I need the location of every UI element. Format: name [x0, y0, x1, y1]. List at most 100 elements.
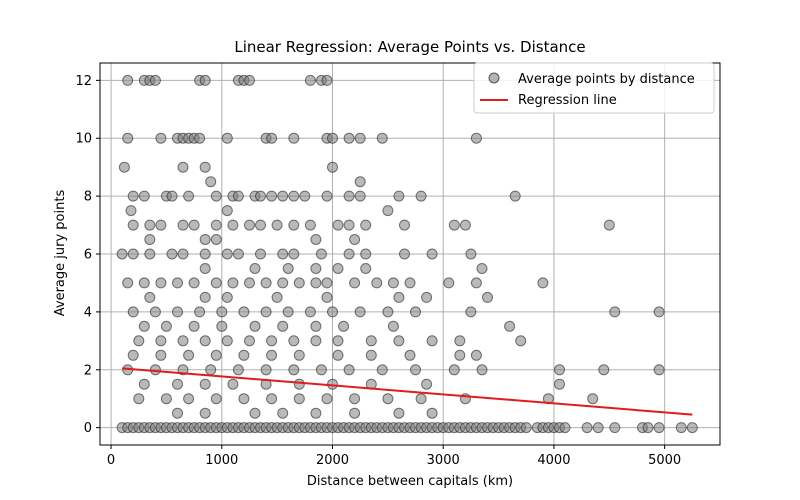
data-point	[238, 349, 250, 361]
data-point	[122, 132, 134, 144]
data-point	[310, 277, 322, 289]
legend-frame	[473, 62, 715, 114]
data-point	[172, 306, 183, 318]
data-point	[653, 364, 665, 376]
data-point	[210, 277, 222, 289]
data-point	[310, 335, 322, 347]
data-point	[592, 422, 604, 434]
data-point	[332, 349, 344, 361]
data-point	[260, 306, 272, 318]
data-point	[149, 306, 161, 318]
data-point	[144, 219, 156, 231]
x-tick-label: 4000	[537, 453, 570, 468]
data-point	[249, 407, 261, 419]
data-point	[127, 349, 139, 361]
data-point	[360, 263, 372, 274]
data-point	[482, 291, 493, 303]
data-point	[338, 320, 350, 332]
data-point	[238, 306, 250, 318]
data-point	[266, 393, 278, 405]
data-point	[255, 248, 266, 260]
data-point	[354, 190, 366, 202]
data-point	[144, 248, 156, 260]
data-point	[122, 74, 134, 86]
data-point	[376, 132, 388, 144]
data-point	[266, 335, 278, 347]
data-point	[315, 364, 327, 376]
x-tick-label: 0	[107, 453, 115, 468]
data-point	[232, 364, 244, 376]
data-point	[210, 234, 222, 245]
y-tick-label: 10	[75, 132, 92, 147]
data-point	[399, 219, 410, 231]
data-point	[144, 234, 156, 245]
data-point	[387, 320, 399, 332]
data-point	[554, 378, 565, 390]
legend-marker-points	[488, 72, 500, 84]
data-point	[166, 248, 178, 260]
data-point	[210, 219, 222, 231]
data-point	[122, 277, 134, 289]
data-point	[304, 74, 316, 86]
data-point	[454, 335, 466, 347]
data-point	[255, 219, 266, 231]
data-point	[127, 248, 139, 260]
data-point	[443, 277, 455, 289]
data-point	[160, 393, 172, 405]
data-point	[354, 306, 366, 318]
data-point	[304, 219, 316, 231]
x-axis-label: Distance between capitals (km)	[307, 474, 513, 489]
data-point	[426, 335, 438, 347]
data-point	[321, 74, 333, 86]
data-point	[199, 161, 211, 173]
data-point	[321, 393, 333, 405]
data-point	[393, 190, 405, 202]
data-point	[288, 364, 300, 376]
data-point	[598, 364, 610, 376]
data-point	[183, 349, 195, 361]
data-point	[210, 190, 222, 202]
data-point	[249, 320, 261, 332]
data-point	[266, 132, 278, 144]
data-point	[221, 248, 233, 260]
chart-title: Linear Regression: Average Points vs. Di…	[234, 38, 585, 56]
data-point	[360, 219, 372, 231]
data-point	[332, 263, 344, 274]
data-point	[310, 320, 322, 332]
data-point	[221, 132, 233, 144]
data-point	[470, 277, 482, 289]
data-point	[371, 277, 383, 289]
data-point	[210, 349, 222, 361]
data-point	[227, 378, 239, 390]
data-point	[288, 335, 300, 347]
data-point	[293, 378, 305, 390]
data-point	[686, 422, 698, 434]
data-point	[470, 349, 482, 361]
data-point	[365, 335, 377, 347]
y-tick-label: 8	[84, 190, 92, 205]
legend-label-line: Regression line	[518, 93, 617, 108]
data-point	[349, 407, 361, 419]
data-point	[138, 320, 150, 332]
data-point	[354, 176, 366, 188]
data-point	[127, 190, 139, 202]
data-point	[360, 248, 372, 260]
x-tick-label: 3000	[427, 453, 460, 468]
data-point	[321, 291, 333, 303]
data-point	[653, 306, 665, 318]
data-point	[133, 335, 145, 347]
data-point	[421, 378, 433, 390]
data-point	[376, 364, 388, 376]
data-point	[343, 219, 355, 231]
data-point	[177, 219, 189, 231]
data-point	[277, 190, 289, 202]
data-point	[343, 190, 355, 202]
data-point	[149, 74, 161, 86]
data-point	[293, 349, 305, 361]
data-point	[642, 422, 654, 434]
y-axis-ticks: 0 2 4 6 8 10 12	[75, 74, 100, 436]
data-point	[382, 205, 394, 217]
data-point	[277, 248, 289, 260]
data-point	[194, 132, 206, 144]
